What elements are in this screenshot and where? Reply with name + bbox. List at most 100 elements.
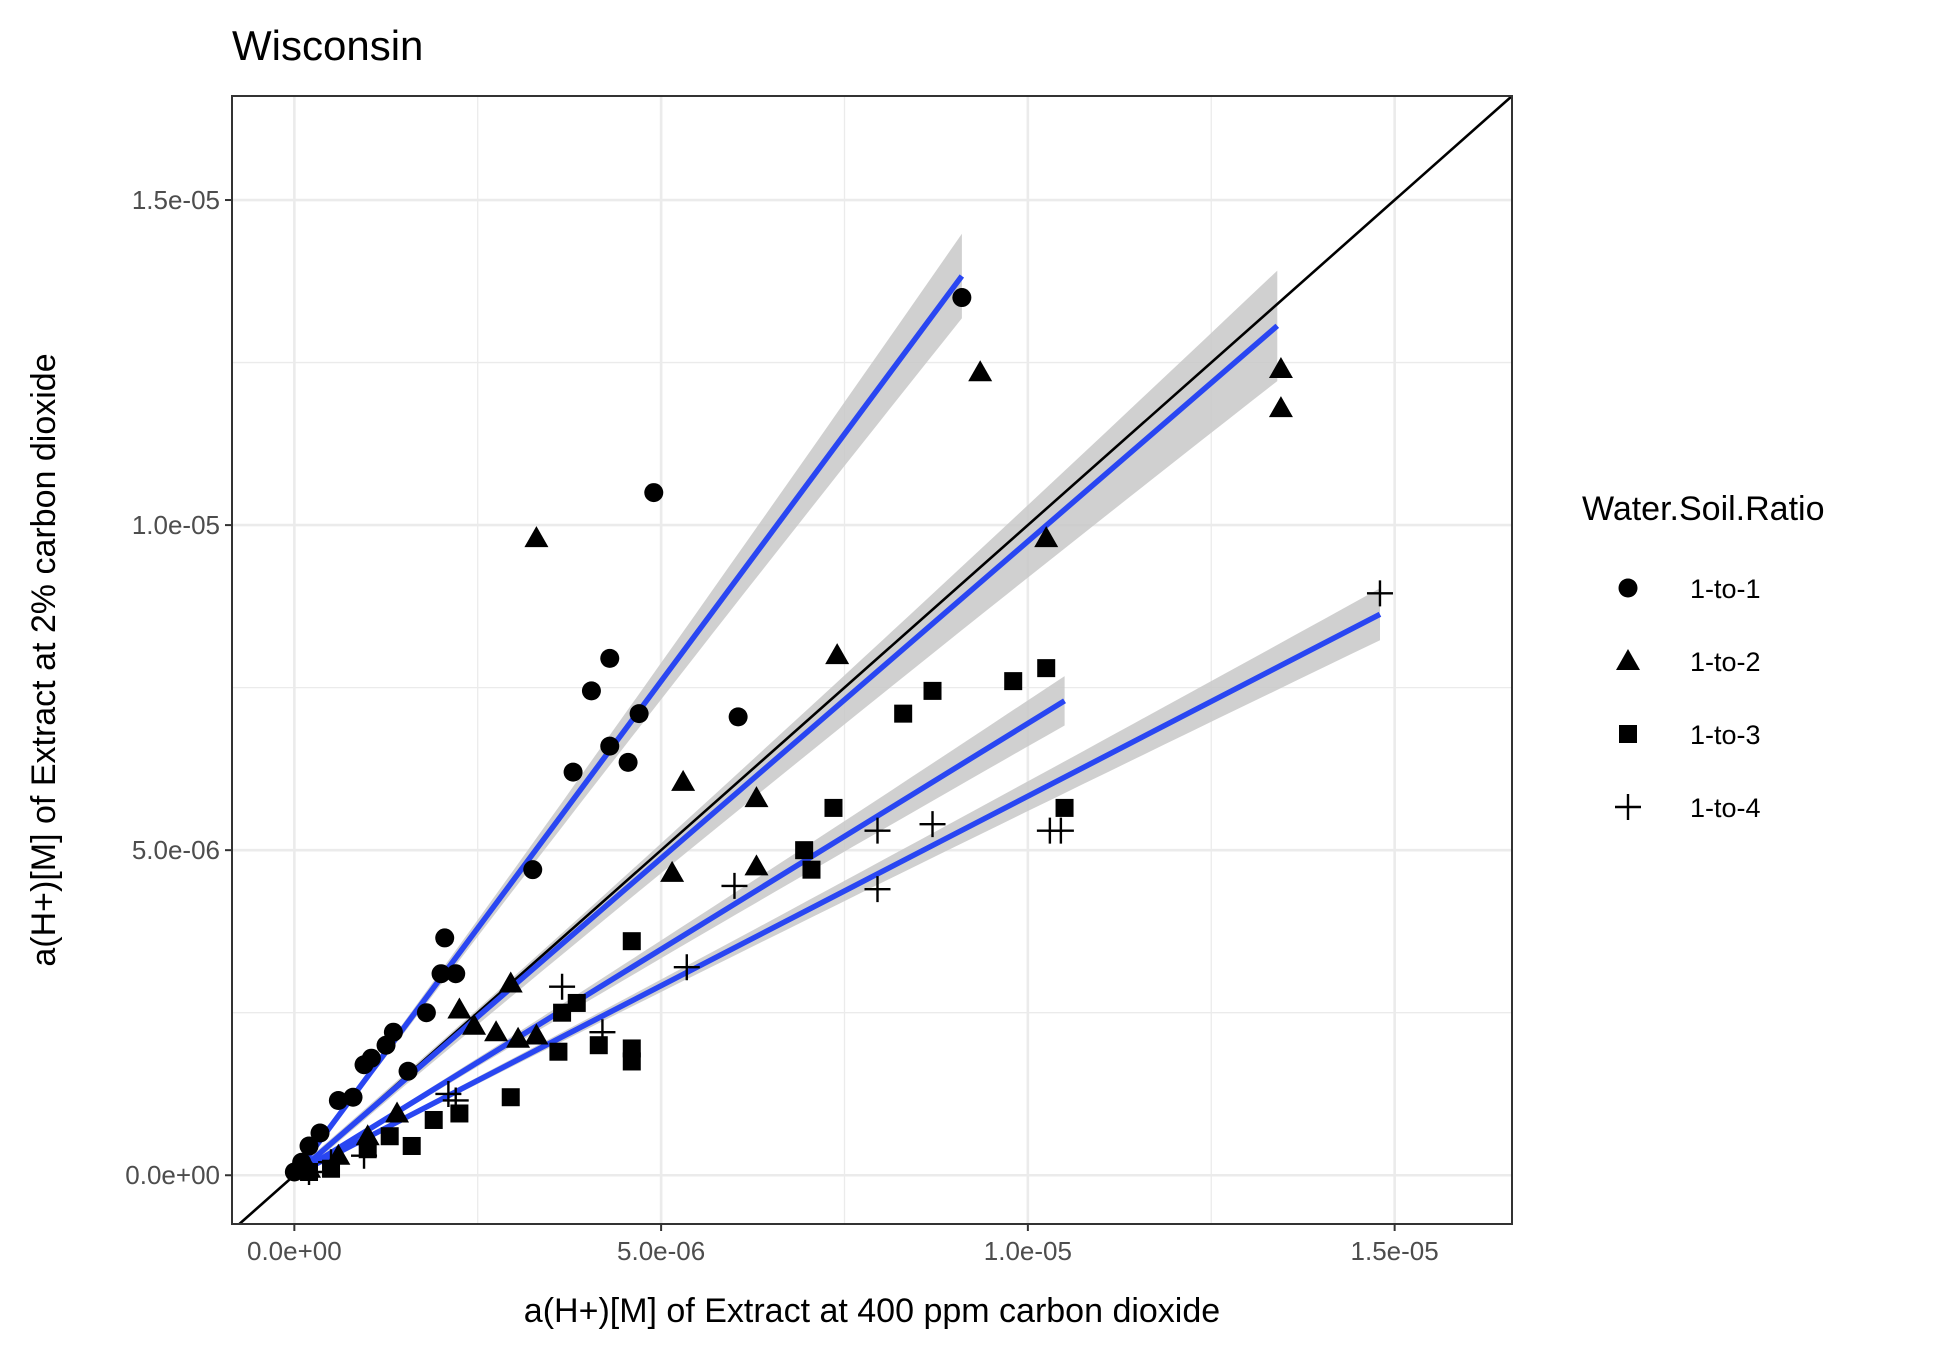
data-point-1-to-2 — [671, 769, 696, 791]
data-point-1-to-3 — [894, 704, 913, 723]
data-point-1-to-3 — [795, 841, 814, 860]
legend-label: 1-to-2 — [1690, 647, 1761, 677]
fit-line-1-to-2 — [292, 323, 1280, 1178]
data-point-1-to-3 — [824, 798, 843, 817]
legend-label: 1-to-4 — [1690, 793, 1761, 823]
data-point-1-to-4 — [721, 872, 748, 899]
fit-lines — [292, 274, 1382, 1178]
data-point-1-to-1 — [416, 1003, 436, 1023]
data-point-1-to-4 — [1047, 817, 1074, 844]
data-point-1-to-2 — [744, 786, 769, 808]
data-point-1-to-3 — [450, 1104, 469, 1123]
data-point-1-to-3 — [501, 1088, 520, 1107]
data-point-1-to-1 — [644, 483, 664, 503]
data-point-1-to-1 — [431, 964, 451, 984]
data-point-1-to-3 — [1055, 798, 1074, 817]
x-axis-title: a(H+)[M] of Extract at 400 ppm carbon di… — [524, 1292, 1220, 1330]
data-point-1-to-1 — [581, 681, 601, 701]
data-point-1-to-4 — [351, 1142, 378, 1169]
data-point-1-to-1 — [600, 736, 620, 756]
data-point-1-to-4 — [1366, 580, 1393, 607]
data-point-1-to-3 — [553, 1003, 572, 1022]
data-point-1-to-2 — [355, 1124, 380, 1146]
data-point-1-to-1 — [600, 648, 620, 668]
chart-title: Wisconsin — [232, 22, 423, 69]
data-point-1-to-4 — [589, 1019, 616, 1046]
data-point-1-to-2 — [968, 360, 993, 382]
data-point-1-to-1 — [354, 1055, 374, 1075]
y-axis: 0.0e+00 5.0e-06 1.0e-05 1.5e-05 — [125, 185, 232, 1190]
data-point-1-to-2 — [326, 1143, 351, 1165]
y-axis-title: a(H+)[M] of Extract at 2% carbon dioxide — [25, 353, 63, 966]
data-point-1-to-4 — [864, 876, 891, 903]
data-point-1-to-3 — [589, 1036, 608, 1055]
legend-title: Water.Soil.Ratio — [1582, 490, 1825, 528]
data-point-1-to-3 — [380, 1127, 399, 1146]
data-point-1-to-3 — [567, 993, 586, 1012]
data-point-1-to-3 — [1037, 659, 1056, 678]
data-point-1-to-2 — [498, 971, 523, 993]
data-point-1-to-2 — [1268, 357, 1293, 379]
data-point-1-to-3 — [622, 932, 641, 951]
data-point-1-to-2 — [506, 1026, 531, 1048]
y-tick-label: 5.0e-06 — [132, 835, 220, 865]
data-point-1-to-1 — [299, 1136, 319, 1156]
data-point-1-to-2 — [484, 1020, 509, 1042]
data-point-1-to-4 — [864, 817, 891, 844]
data-point-1-to-1 — [310, 1123, 330, 1143]
legend-key-1-to-4 — [1615, 794, 1641, 820]
data-point-1-to-1 — [563, 762, 583, 782]
data-point-1-to-1 — [523, 860, 543, 880]
data-point-1-to-1 — [629, 704, 649, 724]
data-points — [284, 288, 1393, 1185]
data-point-1-to-4 — [549, 973, 576, 1000]
data-point-1-to-3 — [802, 860, 821, 879]
data-point-1-to-4 — [296, 1158, 323, 1185]
legend-label: 1-to-1 — [1690, 574, 1761, 604]
data-point-1-to-3 — [424, 1110, 443, 1129]
x-tick-label: 5.0e-06 — [617, 1236, 705, 1266]
data-point-1-to-2 — [385, 1101, 410, 1123]
data-point-1-to-2 — [524, 526, 549, 548]
grid-major — [232, 96, 1512, 1224]
x-tick-label: 0.0e+00 — [247, 1236, 342, 1266]
y-tick-label: 1.0e-05 — [132, 510, 220, 540]
data-point-1-to-4 — [919, 811, 946, 838]
data-point-1-to-1 — [446, 964, 466, 984]
x-axis: 0.0e+00 5.0e-06 1.0e-05 1.5e-05 — [247, 1224, 1439, 1266]
data-point-1-to-1 — [398, 1061, 418, 1081]
legend-key-1-to-2 — [1616, 649, 1640, 670]
panel-border — [231, 95, 1513, 1225]
data-point-1-to-2 — [825, 643, 850, 665]
x-tick-label: 1.0e-05 — [984, 1236, 1072, 1266]
data-point-1-to-1 — [952, 288, 972, 308]
data-point-1-to-4 — [673, 954, 700, 981]
data-point-1-to-4 — [318, 1149, 345, 1176]
data-point-1-to-4 — [435, 1080, 462, 1107]
fit-line-1-to-1 — [292, 274, 965, 1177]
data-point-1-to-1 — [618, 752, 638, 772]
data-point-1-to-2 — [447, 997, 472, 1019]
data-point-1-to-3 — [622, 1052, 641, 1071]
data-point-1-to-1 — [328, 1090, 348, 1110]
data-point-1-to-2 — [524, 1023, 549, 1045]
data-point-1-to-2 — [744, 854, 769, 876]
data-point-1-to-3 — [923, 681, 942, 700]
data-point-1-to-1 — [376, 1035, 396, 1055]
fit-line-1-to-4 — [293, 611, 1382, 1178]
fit-line-1-to-3 — [292, 698, 1066, 1178]
data-point-1-to-2 — [1268, 396, 1293, 418]
legend-key-1-to-1 — [1618, 578, 1638, 598]
data-point-1-to-1 — [728, 707, 748, 727]
data-point-1-to-1 — [343, 1087, 363, 1107]
legend: Water.Soil.Ratio 1-to-1 1-to-2 1-to-3 1-to-… — [1582, 490, 1825, 823]
y-tick-label: 0.0e+00 — [125, 1160, 220, 1190]
data-point-1-to-3 — [549, 1042, 568, 1061]
legend-key-1-to-3 — [1619, 725, 1637, 743]
data-point-1-to-3 — [402, 1136, 421, 1155]
data-point-1-to-4 — [442, 1087, 469, 1114]
data-point-1-to-2 — [462, 1013, 487, 1035]
y-tick-label: 1.5e-05 — [132, 185, 220, 215]
x-tick-label: 1.5e-05 — [1351, 1236, 1439, 1266]
